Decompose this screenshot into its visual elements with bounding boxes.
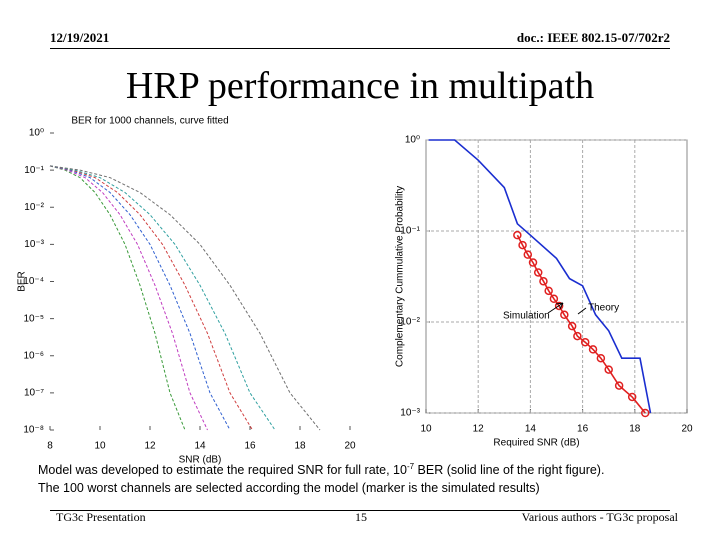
marker [549, 294, 559, 304]
y-tick-label: 10⁻⁸ [23, 425, 44, 436]
x-tick-label: 10 [420, 424, 432, 435]
arrow [547, 302, 564, 314]
marker [528, 258, 538, 267]
marker [588, 345, 598, 354]
marker [567, 321, 577, 331]
y-tick-label: 10⁰ [29, 128, 44, 139]
marker [596, 353, 606, 363]
x-tick-label: 10 [94, 441, 106, 452]
y-tick-label: 10⁻³ [24, 239, 44, 250]
marker [640, 408, 650, 418]
chart-title: BER for 1000 channels, curve fitted [71, 116, 228, 127]
y-axis-label: Complementary Cummulative Probability [395, 186, 406, 367]
slide-title: HRP performance in multipath [125, 65, 595, 107]
date: 12/19/2021 [50, 30, 110, 45]
x-tick-label: 20 [344, 441, 356, 452]
y-tick-label: 10⁻⁷ [24, 388, 44, 399]
series-line [49, 165, 276, 431]
series-line [428, 139, 652, 414]
x-tick-label: 12 [144, 441, 156, 452]
y-tick-label: 10⁻³ [400, 408, 420, 419]
marker [614, 381, 624, 390]
y-tick-label: 10⁻¹ [24, 165, 44, 176]
y-tick-label: 10⁻⁶ [23, 350, 44, 361]
y-tick-label: 10⁰ [405, 135, 420, 146]
marker [554, 301, 564, 311]
annotation: Simulation [503, 311, 550, 322]
x-tick-label: 20 [681, 424, 693, 435]
marker [533, 268, 543, 277]
x-tick-label: 14 [525, 424, 537, 435]
series-line [49, 165, 253, 431]
x-tick-label: 14 [194, 441, 206, 452]
x-tick-label: 12 [473, 424, 485, 435]
series-line [49, 165, 231, 431]
text: -7 [406, 462, 415, 471]
y-axis-label: BER [17, 271, 28, 292]
y-tick-label: 10⁻⁵ [23, 313, 44, 324]
x-tick-label: 18 [294, 441, 306, 452]
footer-right: Various authors - TG3c proposal [521, 510, 678, 524]
x-axis-label: SNR (dB) [179, 455, 222, 466]
marker [573, 331, 582, 341]
series-line [516, 234, 646, 414]
plot-area [425, 139, 688, 414]
series-line [49, 165, 321, 431]
x-tick-label: 16 [244, 441, 256, 452]
header-rule [50, 48, 670, 49]
doc-id: doc.: IEEE 802.15-07/702r2 [516, 30, 670, 45]
y-tick-label: 10⁻¹ [400, 226, 420, 237]
y-tick-label: 10⁻⁴ [23, 276, 44, 287]
body-text: Model was developed to estimate the requ… [38, 458, 708, 497]
marker [518, 240, 527, 250]
marker [544, 286, 553, 296]
marker [539, 277, 548, 286]
y-tick-label: 10⁻² [400, 317, 420, 328]
marker [513, 230, 522, 240]
footer-rule [50, 510, 670, 511]
page-number: 15 [355, 510, 367, 524]
x-axis-label: Required SNR (dB) [493, 438, 579, 449]
x-tick-label: 8 [47, 441, 53, 452]
annotation: Theory [588, 303, 619, 314]
x-tick-label: 18 [629, 424, 641, 435]
text: The 100 worst channels are selected acco… [38, 481, 540, 496]
marker [560, 310, 569, 320]
footer-left: TG3c Presentation [56, 510, 146, 524]
marker [627, 392, 637, 402]
text: BER (solid line of the right figure). [414, 463, 605, 478]
marker [604, 365, 613, 374]
x-tick-label: 16 [577, 424, 589, 435]
y-tick-label: 10⁻² [24, 202, 44, 213]
text: Model was developed to estimate the requ… [38, 463, 407, 478]
marker [523, 250, 533, 259]
marker [580, 337, 590, 347]
series-line [49, 165, 186, 431]
arrow [577, 307, 587, 315]
series-line [49, 165, 208, 431]
